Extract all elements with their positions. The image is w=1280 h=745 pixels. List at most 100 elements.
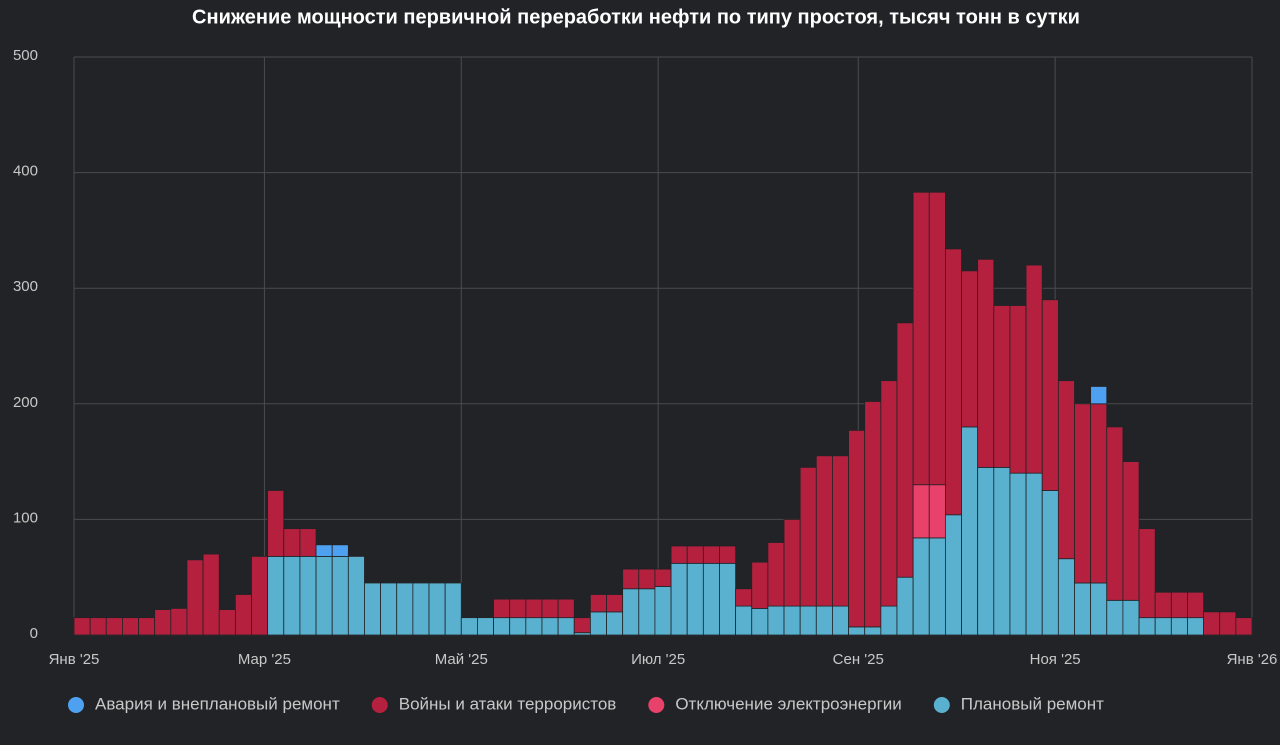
bar-segment [993,466,1011,636]
legend-marker [648,697,665,713]
y-tick-label: 300 [13,278,38,295]
x-tick-label: Янв '25 [49,651,100,668]
bar-segment [283,555,301,636]
bar-segment [702,545,720,564]
bar-segment [541,617,559,636]
bar-segment [1057,380,1075,560]
bar-segment [1235,617,1253,636]
bar-segment [864,401,882,628]
legend-label: Войны и атаки террористов [399,694,617,713]
bar-segment [1154,591,1172,619]
bar-segment [1025,472,1043,636]
bar-segment [315,544,333,557]
bar-segment [638,568,656,590]
bar-segment [509,598,527,619]
bar-segment [767,605,785,636]
bar-segment [928,537,946,636]
bar-segment [525,598,543,619]
x-tick-label: Май '25 [435,651,488,668]
bar-segment [477,617,494,636]
bar-segment [702,562,720,636]
bar-segment [1041,299,1059,491]
legend-label: Плановый ремонт [961,694,1104,713]
bar-segment [1106,426,1124,601]
bar-segment [105,617,123,636]
bar-segment [928,191,946,486]
bar-segment [735,588,753,607]
bar-segment [1106,599,1124,636]
bar-segment [1090,403,1108,584]
legend-entry: Войны и атаки террористов [371,694,617,713]
x-tick-label: Июл '25 [631,651,685,668]
legend-entry: Авария и внеплановый ремонт [68,694,340,713]
bar-segment [525,617,543,636]
bar-segment [1090,386,1108,405]
legend-marker [371,697,388,713]
x-tick-label: Янв '26 [1227,651,1278,668]
bar-segment [670,562,688,636]
bar-segment [832,455,849,607]
bar-segment [638,588,656,636]
bar-segment [73,617,91,636]
bar-segment [977,466,995,636]
bar-segment [783,605,801,636]
bar-segment [993,305,1011,468]
bar-segment [880,380,898,607]
bar-segment [799,605,817,636]
bar-segment [122,617,139,636]
bar-segment [606,611,624,636]
bar-segment [912,484,930,539]
bar-segment [896,322,914,578]
bar-segment [234,594,252,636]
bar-segment [299,555,317,636]
y-tick-label: 200 [13,394,38,411]
bar-segment [799,466,817,607]
bar-segment [493,617,511,636]
bar-segment [1122,599,1140,636]
bar-segment [815,455,833,607]
bar-segment [686,545,704,564]
x-tick-label: Мар '25 [238,651,291,668]
y-tick-label: 0 [30,625,38,642]
legend-entry: Плановый ремонт [933,694,1104,713]
legend-marker [933,697,950,713]
bar-segment [606,594,624,613]
bar-segment [622,568,640,590]
bar-segment [267,490,285,557]
bar-segment [283,528,301,557]
bar-segment [170,608,188,636]
bar-segment [444,582,462,636]
bar-segment [557,598,575,619]
y-tick-label: 100 [13,509,38,526]
bar-segment [735,605,753,636]
bar-segment [912,191,930,486]
bar-segment [1219,611,1237,636]
legend-entry: Отключение электроэнергии [648,694,902,713]
bar-segment [1138,528,1156,619]
bar-segment [961,426,979,636]
bar-segment [944,248,962,516]
bar-segment [396,582,414,636]
bar-segment [138,617,156,636]
bar-segment [686,562,704,636]
bar-segment [331,544,349,557]
bar-segment [1138,617,1156,636]
bar-segment [202,553,220,636]
bar-segment [347,555,365,636]
bar-segment [864,626,882,636]
bar-segment [331,555,349,636]
bar-segment [428,582,446,636]
bar-segment [364,582,382,636]
x-tick-label: Ноя '25 [1030,651,1081,668]
bar-segment [719,562,737,636]
bar-segment [848,626,866,636]
bar-segment [1009,305,1027,474]
bar-segment [589,611,607,636]
legend-label: Отключение электроэнергии [675,694,901,713]
bar-segment [1187,617,1204,636]
bar-segment [944,514,962,636]
bar-segment [557,617,575,636]
bar-segment [928,484,946,539]
x-tick-label: Сен '25 [833,651,884,668]
